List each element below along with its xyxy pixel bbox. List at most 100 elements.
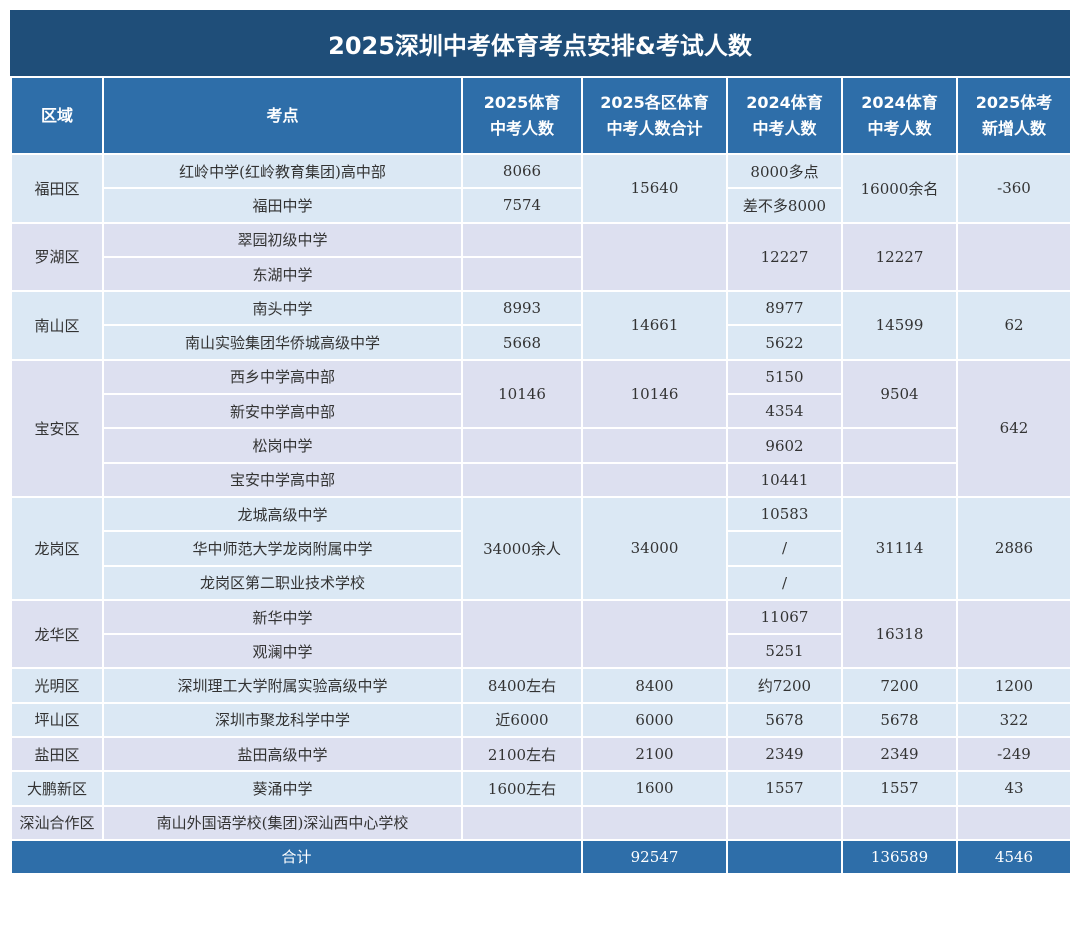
table-cell: 5622: [726, 324, 843, 361]
table-row: 罗湖区 翠园初级中学 12227 12227: [10, 221, 1072, 293]
header-text: 中考人数合计: [606, 118, 703, 138]
table-cell: 10146: [581, 358, 728, 430]
table-row: 华中师范大学龙岗附属中学 /: [11, 530, 1071, 567]
table-cell: 盐田区: [10, 736, 104, 773]
header-cell: 2025体考 新增人数: [956, 76, 1072, 155]
table-cell: 1200: [956, 667, 1072, 704]
table-cell: 1557: [841, 770, 958, 807]
table-cell: 642: [956, 358, 1072, 498]
table-cell: 8000多点: [726, 152, 843, 190]
table-cell: 罗湖区: [10, 221, 104, 293]
table-cell: 新华中学: [102, 598, 463, 636]
table-row: 松岗中学 9602: [11, 427, 1071, 464]
table-cell: 合计: [10, 838, 583, 875]
table-cell: 16318: [841, 598, 958, 670]
table-cell: 2349: [726, 736, 843, 773]
table-cell: 43: [956, 770, 1072, 807]
table-cell: 2349: [841, 736, 958, 773]
table-cell: 深圳理工大学附属实验高级中学: [102, 667, 463, 704]
table-cell: 5668: [461, 324, 583, 361]
table-cell: 322: [956, 701, 1072, 739]
header-text: 新增人数: [981, 118, 1046, 138]
table-cell: 华中师范大学龙岗附属中学: [102, 530, 463, 567]
table-cell: 62: [956, 290, 1072, 361]
table-cell: 2100左右: [461, 736, 583, 773]
table-cell: 10146: [461, 358, 583, 430]
table-cell: 1557: [726, 770, 843, 807]
header-cell: 区域: [10, 76, 104, 155]
table-cell: 近6000: [461, 701, 583, 739]
table-cell: 福田区: [10, 153, 104, 224]
table-row: 区域 考点 2025体育 中考人数 2025各区体育 中考人数合计 2024体育 中考人数 20…: [10, 76, 1072, 155]
table-cell: [956, 598, 1072, 670]
table-cell: 观澜中学: [102, 633, 463, 670]
table-row: 东湖中学: [11, 255, 1071, 293]
header-text: 区域: [40, 105, 73, 125]
table-cell: 6000: [581, 701, 728, 739]
page: 2025深圳中考体育考点安排&考试人数 区域 考点 2025体育 中考人数 2025各区…: [10, 10, 1072, 875]
table-cell: 9504: [841, 358, 958, 430]
table-cell: 新安中学高中部: [102, 393, 463, 430]
table-cell: 红岭中学(红岭教育集团)高中部: [102, 152, 463, 190]
table-cell: 龙城高级中学: [102, 495, 463, 533]
table-cell: 宝安中学高中部: [102, 461, 463, 498]
table-cell: [581, 221, 728, 293]
table-row: 观澜中学 5251: [11, 633, 1071, 670]
header-cell: 2025各区体育 中考人数合计: [581, 76, 728, 155]
table-cell: 南山区: [10, 290, 104, 361]
table-cell: 龙岗区: [10, 495, 104, 601]
table-cell: /: [726, 564, 843, 601]
table-cell: 92547: [581, 838, 728, 875]
table-cell: [726, 804, 843, 841]
table-cell: 14661: [581, 290, 728, 361]
table-cell: 31114: [841, 495, 958, 601]
table-cell: 1600: [581, 770, 728, 807]
table-cell: 12227: [841, 221, 958, 293]
table-cell: 南头中学: [102, 290, 463, 327]
table-cell: 7200: [841, 667, 958, 704]
table-cell: 15640: [581, 153, 728, 224]
table-cell: 8400左右: [461, 667, 583, 704]
table-cell: 5678: [726, 701, 843, 739]
table-cell: 2886: [956, 495, 1072, 601]
table-cell: [461, 221, 583, 258]
table-cell: 8066: [461, 152, 583, 190]
table-cell: -249: [956, 736, 1072, 773]
table-cell: -360: [956, 153, 1072, 224]
table-cell: 5678: [841, 701, 958, 739]
table-cell: [726, 838, 843, 875]
table-cell: [956, 804, 1072, 841]
header-text: 中考人数: [752, 118, 817, 138]
table-cell: 南山实验集团华侨城高级中学: [102, 324, 463, 361]
table-row: 盐田区 盐田高级中学 2100左右 2100 2349 2349 -249: [10, 736, 1072, 773]
data-table: 区域 考点 2025体育 中考人数 2025各区体育 中考人数合计 2024体育 中考人数 20…: [10, 76, 1072, 875]
header-cell: 2024体育 中考人数: [841, 76, 958, 155]
header-cell: 2025体育 中考人数: [461, 76, 583, 155]
table-cell: 深圳市聚龙科学中学: [102, 701, 463, 739]
table-cell: 龙华区: [10, 598, 104, 670]
table-cell: 宝安区: [10, 358, 104, 498]
table-cell: [461, 804, 583, 841]
table-row: 光明区 深圳理工大学附属实验高级中学 8400左右 8400 约7200 7200 1200: [10, 667, 1072, 704]
title: 2025深圳中考体育考点安排&考试人数: [10, 10, 1070, 76]
table-cell: 福田中学: [102, 187, 463, 224]
header-text: 2024体育: [746, 92, 823, 112]
table-cell: 1600左右: [461, 770, 583, 807]
header-text: 2025体考: [975, 92, 1053, 112]
table-cell: 34000余人: [461, 495, 583, 601]
table-cell: [461, 255, 583, 293]
table-row: 龙华区 新华中学 11067 16318: [10, 598, 1072, 670]
table-cell: 8993: [461, 290, 583, 327]
table-cell: 西乡中学高中部: [102, 358, 463, 396]
table-cell: 5251: [726, 633, 843, 670]
table-row: 新安中学高中部 4354: [11, 393, 1071, 430]
table-cell: [461, 598, 583, 670]
table-cell: 葵涌中学: [102, 770, 463, 807]
table-row: 南山实验集团华侨城高级中学 5668 5622: [11, 324, 1071, 361]
table-row: 龙岗区 龙城高级中学 34000余人 34000 10583 31114 2886: [10, 495, 1072, 601]
table-row: 南山区 南头中学 8993 14661 8977 14599 62: [10, 290, 1072, 361]
table-row: 福田中学 7574 差不多8000: [11, 187, 1071, 224]
table-cell: 10441: [726, 461, 843, 498]
table-cell: [581, 598, 728, 670]
table-cell: [841, 804, 958, 841]
